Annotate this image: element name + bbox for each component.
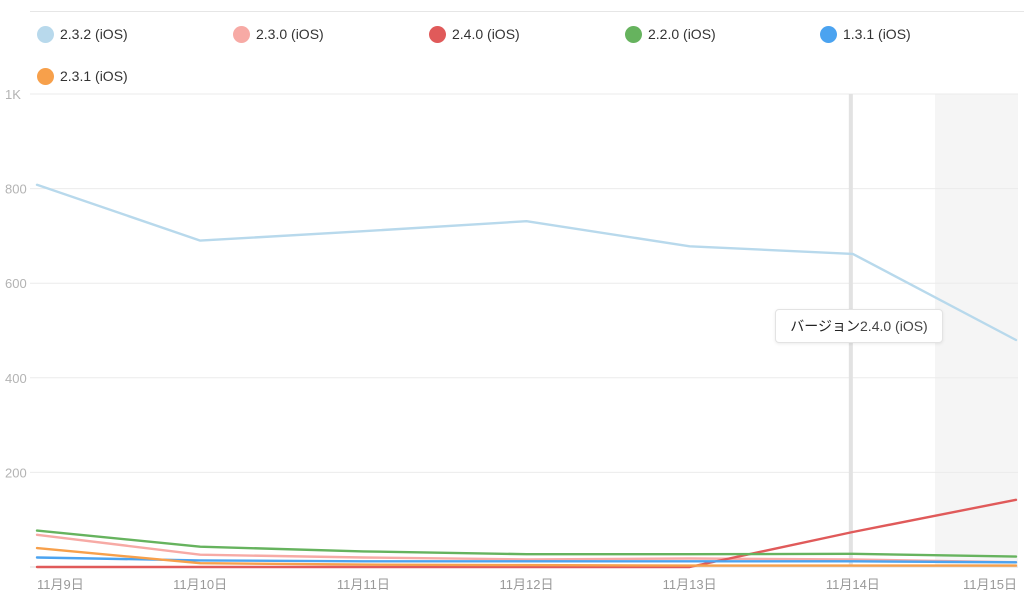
- legend-top-border: [30, 11, 1024, 12]
- legend-item[interactable]: 1.3.1 (iOS): [820, 24, 911, 44]
- x-tick-label: 11月14日: [826, 577, 880, 592]
- legend-swatch: [233, 25, 250, 43]
- series-line: [35, 556, 1018, 564]
- version-tooltip: バージョン 2.4.0 (iOS): [775, 309, 943, 343]
- x-tick-label: 11月9日: [37, 577, 84, 592]
- series-line: [35, 546, 1018, 567]
- y-tick-label: 400: [5, 371, 27, 386]
- series-line: [35, 529, 1018, 558]
- y-tick-label: 1K: [5, 87, 21, 102]
- legend-label: 2.3.2 (iOS): [60, 26, 128, 42]
- x-tick-label: 11月11日: [337, 577, 390, 592]
- legend-label: 2.3.0 (iOS): [256, 26, 324, 42]
- y-tick-label: 200: [5, 465, 27, 480]
- shaded-band: [935, 94, 1018, 567]
- legend-item[interactable]: 2.3.0 (iOS): [233, 24, 324, 44]
- series-line: [35, 183, 1018, 342]
- legend-label: 2.4.0 (iOS): [452, 26, 520, 42]
- legend-label: 1.3.1 (iOS): [843, 26, 911, 42]
- legend-item[interactable]: 2.3.2 (iOS): [37, 24, 128, 44]
- tooltip-value: 2.4.0 (iOS): [860, 318, 928, 334]
- tooltip-label: バージョン: [790, 318, 861, 334]
- series-line: [35, 498, 1018, 569]
- legend-item[interactable]: 2.4.0 (iOS): [429, 24, 520, 44]
- legend-swatch: [37, 25, 54, 43]
- legend-swatch: [820, 25, 837, 43]
- legend-label: 2.2.0 (iOS): [648, 26, 716, 42]
- legend-item[interactable]: 2.2.0 (iOS): [625, 24, 716, 44]
- y-tick-label: 600: [5, 276, 27, 291]
- y-tick-label: 800: [5, 182, 27, 197]
- x-tick-label: 11月13日: [663, 577, 717, 592]
- legend-swatch: [429, 25, 446, 43]
- legend-label: 2.3.1 (iOS): [60, 68, 128, 84]
- legend-swatch: [625, 25, 642, 43]
- series-line: [35, 533, 1018, 564]
- legend-item[interactable]: 2.3.1 (iOS): [37, 66, 128, 86]
- x-tick-label: 11月10日: [173, 577, 227, 592]
- x-tick-label: 11月15日: [963, 577, 1017, 592]
- x-tick-label: 11月12日: [500, 577, 554, 592]
- legend-swatch: [37, 67, 54, 85]
